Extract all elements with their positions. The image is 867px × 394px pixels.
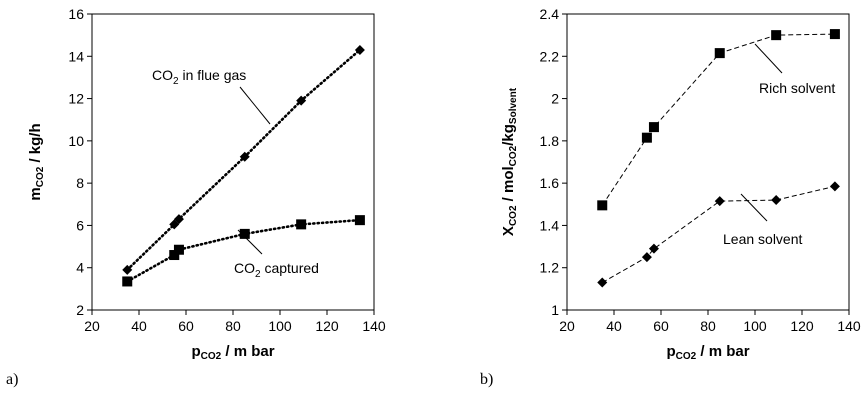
series-1-point — [829, 29, 840, 40]
y-tick-label: 10 — [68, 133, 84, 149]
series-1-line — [601, 33, 835, 206]
y-ticks-a: 2 4 6 8 10 12 14 16 — [68, 6, 92, 318]
panel-label-b: b) — [480, 371, 493, 388]
series-2-point — [354, 215, 365, 226]
x-tick-label: 80 — [700, 318, 716, 334]
chart-panel-b: 1 1.2 1.4 1.6 1.8 2 2.2 2.4 20 40 60 80 100 120 140 R… — [480, 6, 861, 388]
y-tick-label: 16 — [68, 6, 84, 22]
series-2-line — [602, 185, 836, 283]
series-2-point — [771, 195, 782, 206]
y-tick-label: 4 — [76, 260, 84, 276]
x-tick-label: 40 — [606, 318, 622, 334]
x-tick-label: 60 — [178, 318, 194, 334]
x-tick-label: 120 — [790, 318, 814, 334]
chart-panel-a: 2 4 6 8 10 12 14 16 20 40 60 80 100 120 140 CO2 in fl… — [6, 6, 386, 388]
series-2-point — [169, 250, 180, 261]
series-1-point — [296, 95, 307, 106]
x-tick-label: 140 — [362, 318, 386, 334]
series-1-point — [641, 132, 652, 143]
y-axis-label-a: mCO2 / kg/h — [27, 123, 46, 200]
series-2-point — [829, 181, 840, 192]
series-group-a — [122, 44, 365, 287]
panel-label-a: a) — [6, 371, 18, 388]
x-axis-label-b: pCO2 / m bar — [666, 343, 749, 362]
series-2-point — [648, 243, 659, 254]
y-tick-label: 2 — [551, 91, 559, 107]
series-1-point — [771, 30, 782, 41]
annotation-captured: CO2 captured — [234, 260, 319, 280]
series-2-point — [173, 244, 184, 255]
series-2-point — [641, 252, 652, 263]
annotation-flue-gas: CO2 in flue gas — [152, 67, 246, 87]
y-tick-label: 8 — [76, 175, 84, 191]
y-tick-label: 6 — [76, 217, 84, 233]
y-tick-label: 14 — [68, 48, 84, 64]
series-2-line — [126, 218, 362, 283]
y-axis-label-b: XCO2 / molCO2/kgSolvent — [500, 87, 519, 236]
series-1-point — [648, 122, 659, 133]
x-tick-label: 140 — [837, 318, 861, 334]
x-tick-label: 100 — [268, 318, 292, 334]
y-tick-label: 2.2 — [540, 48, 560, 64]
y-ticks-b: 1 1.2 1.4 1.6 1.8 2 2.2 2.4 — [540, 6, 567, 318]
annotation-leader-captured — [237, 229, 263, 255]
annotation-leader-flue-gas — [239, 86, 271, 125]
y-tick-label: 1.6 — [540, 175, 560, 191]
annotation-lean-solvent: Lean solvent — [723, 231, 803, 247]
series-1-point — [122, 264, 133, 275]
annotation-leader-rich — [754, 43, 783, 74]
y-tick-label: 1.8 — [540, 133, 560, 149]
x-tick-label: 40 — [131, 318, 147, 334]
y-tick-label: 12 — [68, 91, 84, 107]
x-tick-label: 20 — [559, 318, 575, 334]
plot-frame-b — [566, 13, 850, 311]
y-tick-label: 1 — [551, 302, 559, 318]
x-ticks-b: 20 40 60 80 100 120 140 — [559, 310, 861, 334]
x-axis-label-a: pCO2 / m bar — [191, 343, 274, 362]
y-tick-label: 1.2 — [540, 260, 560, 276]
series-1-point — [597, 200, 608, 211]
series-group-b — [597, 29, 840, 288]
series-1-point — [173, 214, 184, 225]
series-2-point — [122, 276, 133, 287]
series-2-point — [296, 219, 307, 230]
y-tick-label: 1.4 — [540, 217, 560, 233]
series-1-point — [354, 44, 365, 55]
x-ticks-a: 20 40 60 80 100 120 140 — [84, 310, 386, 334]
x-tick-label: 120 — [315, 318, 339, 334]
annotation-leader-lean — [740, 193, 768, 222]
y-tick-label: 2 — [76, 302, 84, 318]
series-1-point — [714, 48, 725, 59]
x-tick-label: 60 — [653, 318, 669, 334]
plot-frame-a — [91, 13, 375, 311]
x-tick-label: 20 — [84, 318, 100, 334]
annotation-rich-solvent: Rich solvent — [759, 80, 835, 96]
x-tick-label: 100 — [743, 318, 767, 334]
series-2-point — [239, 228, 250, 239]
x-tick-label: 80 — [225, 318, 241, 334]
series-1-line — [126, 48, 362, 272]
y-tick-label: 2.4 — [540, 6, 560, 22]
series-2-point — [714, 196, 725, 207]
series-1-point — [239, 151, 250, 162]
series-2-point — [597, 277, 608, 288]
